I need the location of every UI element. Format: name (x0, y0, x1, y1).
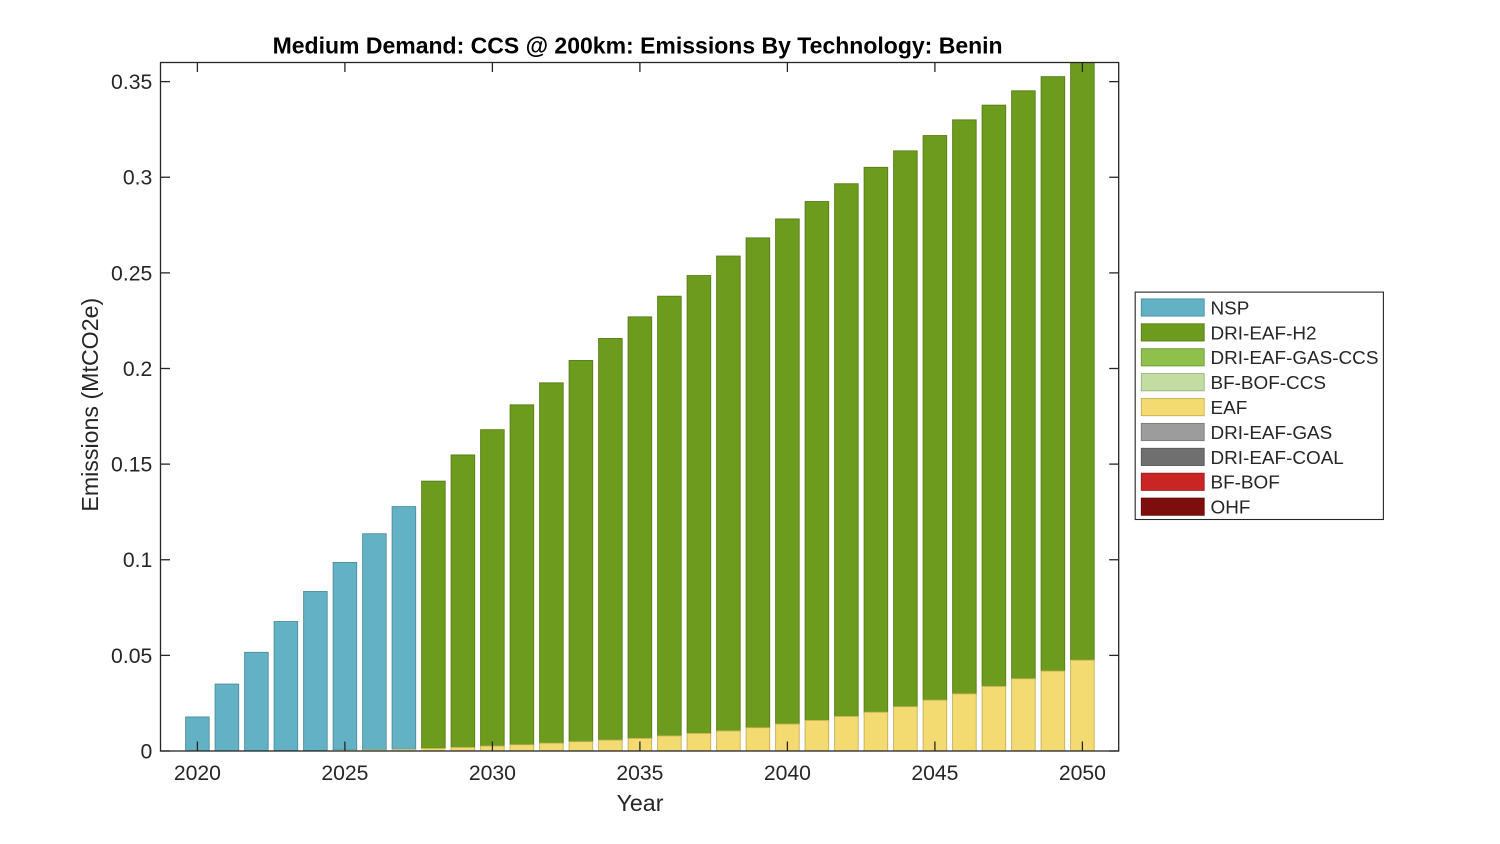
svg-text:DRI-EAF-COAL: DRI-EAF-COAL (1211, 448, 1344, 469)
svg-text:Medium Demand: CCS @ 200km: Em: Medium Demand: CCS @ 200km: Emissions By… (273, 33, 1003, 59)
svg-text:2040: 2040 (764, 762, 811, 785)
svg-text:Year: Year (617, 790, 664, 816)
svg-text:0.05: 0.05 (111, 645, 152, 668)
svg-text:DRI-EAF-GAS-CCS: DRI-EAF-GAS-CCS (1211, 348, 1379, 369)
svg-text:0.3: 0.3 (123, 167, 152, 190)
svg-text:0.15: 0.15 (111, 454, 152, 477)
svg-text:NSP: NSP (1211, 298, 1250, 319)
svg-text:DRI-EAF-H2: DRI-EAF-H2 (1211, 323, 1317, 344)
svg-text:Emissions (MtCO2e): Emissions (MtCO2e) (77, 298, 103, 512)
svg-text:2025: 2025 (321, 762, 368, 785)
svg-text:2045: 2045 (911, 762, 958, 785)
svg-text:EAF: EAF (1211, 398, 1248, 419)
svg-text:DRI-EAF-GAS: DRI-EAF-GAS (1211, 423, 1333, 444)
svg-text:2030: 2030 (469, 762, 516, 785)
svg-text:OHF: OHF (1211, 498, 1251, 519)
svg-text:2020: 2020 (174, 762, 221, 785)
svg-text:0.35: 0.35 (111, 71, 152, 94)
svg-text:2035: 2035 (616, 762, 663, 785)
svg-text:0: 0 (141, 740, 153, 763)
svg-text:2050: 2050 (1059, 762, 1106, 785)
svg-text:BF-BOF: BF-BOF (1211, 473, 1280, 494)
svg-text:BF-BOF-CCS: BF-BOF-CCS (1211, 373, 1326, 394)
svg-text:0.1: 0.1 (123, 549, 152, 572)
svg-text:0.25: 0.25 (111, 262, 152, 285)
svg-text:0.2: 0.2 (123, 358, 152, 381)
